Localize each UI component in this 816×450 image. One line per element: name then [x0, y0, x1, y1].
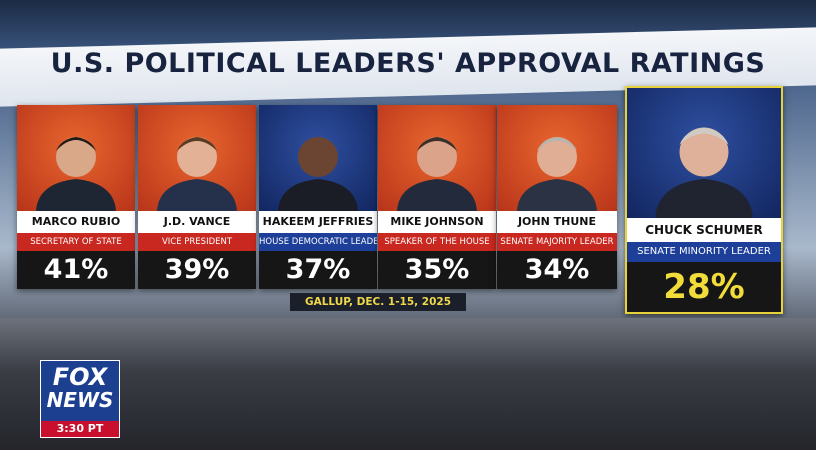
portrait: [17, 105, 135, 211]
card-highlighted: CHUCK SCHUMER SENATE MINORITY LEADER 28%: [625, 86, 783, 314]
role: SPEAKER OF THE HOUSE: [378, 233, 496, 251]
approval: 41%: [17, 251, 135, 289]
name: HAKEEM JEFFRIES: [259, 211, 377, 233]
role: SECRETARY OF STATE: [17, 233, 135, 251]
time: 3:30 PT: [41, 421, 119, 437]
portrait: [378, 105, 496, 211]
name: MIKE JOHNSON: [378, 211, 496, 233]
approval: 34%: [497, 251, 617, 289]
card: J.D. VANCE VICE PRESIDENT 39%: [138, 105, 256, 289]
source: GALLUP, DEC. 1-15, 2025: [290, 293, 466, 311]
card: HAKEEM JEFFRIES HOUSE DEMOCRATIC LEADER …: [259, 105, 377, 289]
approval: 39%: [138, 251, 256, 289]
role: SENATE MAJORITY LEADER: [497, 233, 617, 251]
network-logo: FOX NEWS 3:30 PT: [40, 360, 120, 438]
approval: 28%: [627, 262, 781, 312]
logo-text: FOX: [52, 363, 108, 391]
name: CHUCK SCHUMER: [627, 218, 781, 242]
portrait: [497, 105, 617, 211]
approval: 35%: [378, 251, 496, 289]
logo-text: NEWS: [46, 388, 114, 412]
studio-floor: [0, 318, 816, 450]
portrait: [627, 88, 781, 218]
card: MIKE JOHNSON SPEAKER OF THE HOUSE 35%: [378, 105, 496, 289]
name: J.D. VANCE: [138, 211, 256, 233]
portrait: [259, 105, 377, 211]
role: SENATE MINORITY LEADER: [627, 242, 781, 262]
approval: 37%: [259, 251, 377, 289]
role: HOUSE DEMOCRATIC LEADER: [259, 233, 377, 251]
name: MARCO RUBIO: [17, 211, 135, 233]
card: MARCO RUBIO SECRETARY OF STATE 41%: [17, 105, 135, 289]
title: U.S. POLITICAL LEADERS' APPROVAL RATINGS: [50, 48, 766, 79]
name: JOHN THUNE: [497, 211, 617, 233]
role: VICE PRESIDENT: [138, 233, 256, 251]
card: JOHN THUNE SENATE MAJORITY LEADER 34%: [497, 105, 617, 289]
portrait: [138, 105, 256, 211]
